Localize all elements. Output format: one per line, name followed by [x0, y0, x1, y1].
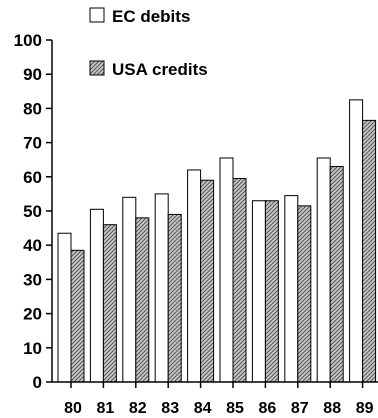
y-tick-label: 70 — [23, 134, 42, 153]
y-tick-label: 10 — [23, 339, 42, 358]
bar-usa-credits — [167, 213, 182, 383]
y-tick-label: 30 — [23, 270, 42, 289]
bar-ec-debits — [89, 208, 104, 383]
bar-ec-debits — [187, 169, 202, 383]
bar-ec-debits — [284, 195, 299, 383]
bar-ec-debits — [219, 157, 234, 383]
x-tick-label: 86 — [259, 400, 277, 417]
bars — [57, 99, 377, 383]
bar-usa-credits — [135, 217, 150, 383]
bar-usa-credits — [297, 205, 312, 383]
bar-ec-debits — [349, 99, 364, 383]
y-tick-label: 50 — [23, 202, 42, 221]
bar-usa-credits — [102, 224, 117, 383]
x-axis: 80 81 82 83 84 85 86 87 88 89 — [52, 381, 378, 417]
y-tick-label: 90 — [23, 65, 42, 84]
y-tick-label: 20 — [23, 305, 42, 324]
legend-swatch — [89, 60, 105, 76]
y-tick-label: 100 — [14, 31, 42, 50]
x-tick-label: 88 — [323, 400, 341, 417]
bar-usa-credits — [264, 200, 279, 383]
x-tick-label: 81 — [97, 400, 115, 417]
legend-label: EC debits — [112, 7, 190, 26]
y-tick-label: 60 — [23, 168, 42, 187]
x-tick-label: 82 — [129, 400, 147, 417]
legend: EC debits USA credits — [89, 7, 208, 79]
bar-ec-debits — [122, 196, 137, 383]
y-tick-label: 0 — [33, 373, 42, 392]
y-tick-label: 80 — [23, 99, 42, 118]
bar-usa-credits — [232, 178, 247, 383]
legend-label: USA credits — [112, 60, 208, 79]
bar-ec-debits — [57, 232, 72, 383]
x-tick-label: 87 — [291, 400, 309, 417]
bar-ec-debits — [154, 193, 169, 383]
y-tick-label: 40 — [23, 236, 42, 255]
y-axis: 0 10 20 30 40 50 60 70 80 90 100 — [14, 31, 53, 392]
x-tick-label: 83 — [161, 400, 179, 417]
bar-ec-debits — [251, 200, 266, 383]
bar-usa-credits — [329, 166, 344, 383]
bar-usa-credits — [200, 179, 215, 383]
bar-usa-credits — [70, 249, 85, 383]
bar-ec-debits — [316, 157, 331, 383]
x-tick-label: 80 — [64, 400, 82, 417]
x-tick-label: 85 — [226, 400, 244, 417]
x-tick-label: 84 — [194, 400, 212, 417]
x-tick-label: 89 — [356, 400, 374, 417]
bar-usa-credits — [362, 119, 377, 383]
legend-swatch — [89, 7, 105, 23]
